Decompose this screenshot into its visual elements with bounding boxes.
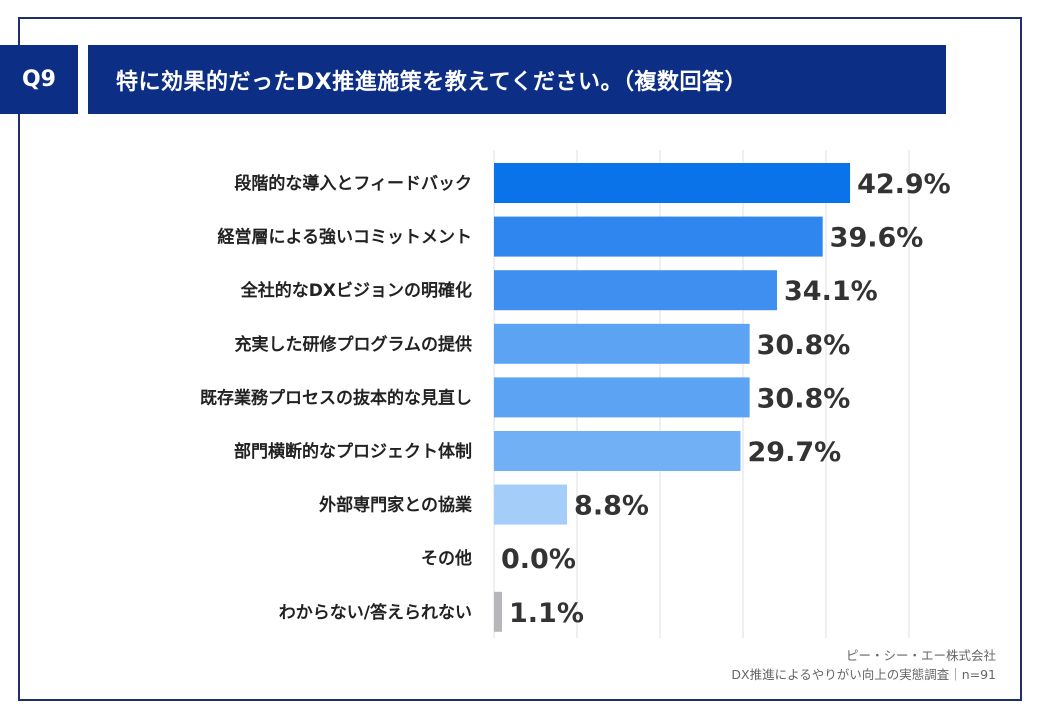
value-label: 1.1% [509,598,584,629]
value-label: 0.0% [501,544,576,575]
bar [494,323,750,364]
bar [494,163,851,203]
category-label: 部門横断的なプロジェクト体制 [234,441,472,462]
bar [494,591,502,632]
bar [494,484,568,525]
value-label: 29.7% [748,437,842,468]
question-badge: Q9 [0,45,78,114]
value-label: 30.8% [757,383,851,414]
value-label: 30.8% [757,330,851,361]
value-label: 8.8% [574,491,649,522]
category-label: わからない/答えられない [279,602,472,623]
category-label: 既存業務プロセスの抜本的な見直し [200,387,472,408]
category-label: 充実した研修プログラムの提供 [235,334,473,355]
bar [494,431,741,471]
value-label: 34.1% [784,276,878,307]
bar [494,270,778,311]
category-label: 全社的なDXビジョンの明確化 [240,280,472,301]
category-label: 段階的な導入とフィードバック [234,173,472,194]
category-label: 外部専門家との協業 [319,495,472,516]
source-company: ピー・シー・エー株式会社 [845,648,996,663]
source-note: ピー・シー・エー株式会社 DX推進によるやりがい向上の実態調査｜n=91 [731,646,996,684]
category-label: 経営層による強いコミットメント [218,227,473,248]
value-label: 39.6% [830,223,924,254]
source-survey: DX推進によるやりがい向上の実態調査｜n=91 [731,667,996,682]
chart-title: 特に効果的だったDX推進施策を教えてください。（複数回答） [88,45,946,114]
category-label: その他 [421,548,472,569]
value-label: 42.9% [857,169,951,200]
bar [494,216,823,257]
bar [494,377,750,418]
chart-frame [18,17,1022,701]
